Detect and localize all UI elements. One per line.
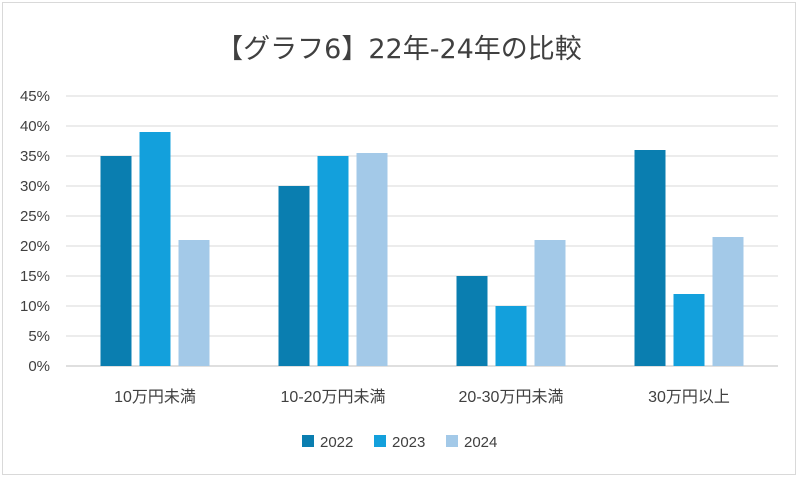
x-category-label: 20-30万円未満	[459, 388, 564, 406]
gridlines	[66, 95, 778, 367]
bar-2023-4	[673, 294, 705, 366]
legend: 2022 2023 2024	[302, 434, 497, 451]
bar-2023-3	[495, 306, 527, 366]
bar-2024-2	[356, 153, 388, 366]
bar-2022-3	[456, 276, 488, 366]
chart-title: 【グラフ6】22年-24年の比較	[216, 34, 582, 65]
bar-2024-3	[534, 240, 566, 366]
legend-label-2022: 2022	[320, 434, 353, 451]
y-tick-label: 10%	[20, 298, 50, 315]
bar-2022-1	[100, 156, 132, 366]
legend-label-2024: 2024	[464, 434, 497, 451]
bar-2022-2	[278, 186, 310, 366]
y-tick-label: 30%	[20, 178, 50, 195]
legend-label-2023: 2023	[392, 434, 425, 451]
x-category-label: 10万円未満	[114, 388, 196, 406]
bar-2023-2	[317, 156, 349, 366]
y-tick-label: 5%	[28, 328, 50, 345]
y-tick-label: 45%	[20, 88, 50, 105]
legend-swatch-2022	[302, 435, 314, 447]
legend-swatch-2024	[446, 435, 458, 447]
y-tick-label: 15%	[20, 268, 50, 285]
legend-swatch-2023	[374, 435, 386, 447]
x-category-label: 30万円以上	[648, 388, 730, 406]
bar-2024-1	[178, 240, 210, 366]
x-axis-category-labels: 10万円未満 10-20万円未満 20-30万円未満 30万円以上	[114, 388, 730, 406]
bars	[100, 132, 744, 366]
y-axis-tick-labels: 0% 5% 10% 15% 20% 25% 30% 35% 40% 45%	[20, 88, 50, 375]
y-tick-label: 20%	[20, 238, 50, 255]
y-tick-label: 25%	[20, 208, 50, 225]
x-category-label: 10-20万円未満	[281, 388, 386, 406]
bar-2023-1	[139, 132, 171, 366]
y-tick-label: 0%	[28, 358, 50, 375]
bar-2022-4	[634, 150, 666, 366]
bar-2024-4	[712, 237, 744, 366]
y-tick-label: 40%	[20, 118, 50, 135]
y-tick-label: 35%	[20, 148, 50, 165]
